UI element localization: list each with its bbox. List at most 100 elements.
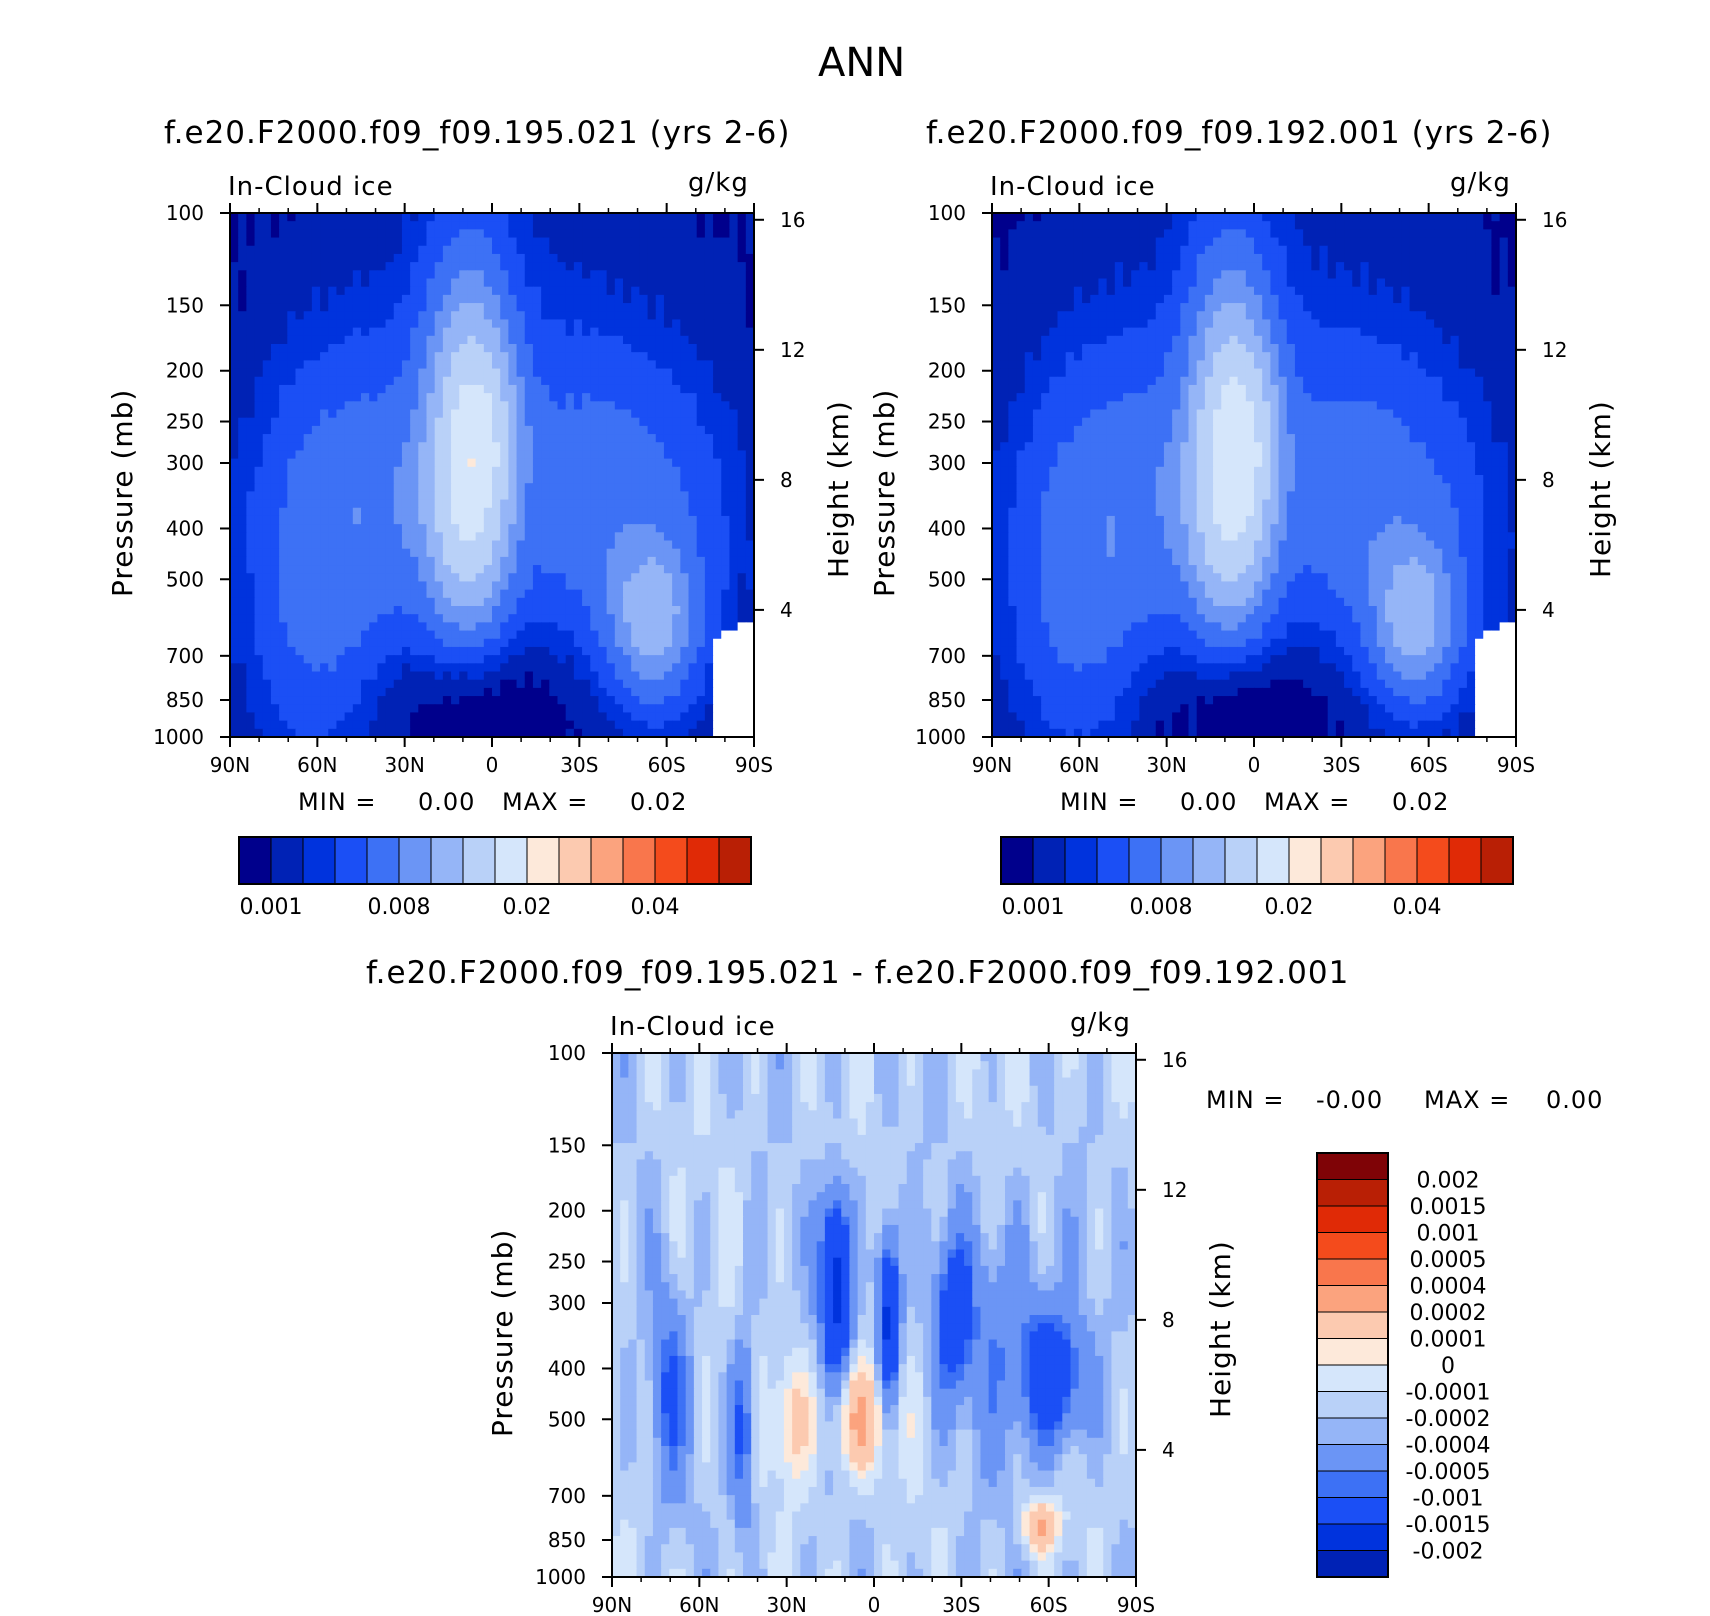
field-cell xyxy=(238,401,247,411)
field-cell xyxy=(737,532,747,542)
field-cell xyxy=(729,515,739,525)
field-cell xyxy=(492,646,501,656)
field-cell xyxy=(1106,286,1116,296)
field-cell xyxy=(442,303,452,312)
field-cell xyxy=(262,646,272,656)
field-cell xyxy=(647,393,657,402)
field-cell xyxy=(401,335,411,345)
field-cell xyxy=(557,327,567,337)
field-cell xyxy=(352,376,362,386)
field-cell xyxy=(992,221,1001,230)
field-cell xyxy=(582,303,591,312)
field-cell xyxy=(328,458,338,468)
field-cell xyxy=(385,556,395,566)
field-cell xyxy=(598,360,608,370)
field-cell xyxy=(1475,286,1484,296)
field-cell xyxy=(524,712,534,722)
field-cell xyxy=(721,409,731,419)
field-cell xyxy=(704,442,714,452)
field-cell xyxy=(672,556,681,566)
field-cell xyxy=(508,499,518,509)
field-cell xyxy=(721,663,731,673)
field-cell xyxy=(434,368,444,378)
field-cell xyxy=(352,581,362,591)
field-cell xyxy=(737,368,747,378)
field-cell xyxy=(590,556,600,566)
field-cell xyxy=(262,483,272,492)
field-cell xyxy=(287,376,297,386)
field-cell xyxy=(1204,262,1214,271)
field-cell xyxy=(557,483,567,492)
field-cell xyxy=(500,556,509,566)
field-cell xyxy=(1385,270,1394,280)
field-cell xyxy=(532,376,542,386)
field-cell xyxy=(459,728,469,738)
field-cell xyxy=(451,687,460,697)
field-cell xyxy=(230,515,239,525)
field-cell xyxy=(655,425,665,435)
field-cell xyxy=(590,515,600,525)
field-cell xyxy=(270,245,280,255)
field-cell xyxy=(442,589,452,599)
field-cell xyxy=(336,450,346,460)
field-cell xyxy=(393,253,403,263)
field-cell xyxy=(721,213,731,222)
field-cell xyxy=(295,671,305,681)
field-cell xyxy=(434,311,444,321)
field-cell xyxy=(1065,229,1075,239)
field-cell xyxy=(336,696,346,705)
field-cell xyxy=(344,712,354,722)
field-cell xyxy=(688,663,698,673)
field-cell xyxy=(639,344,649,353)
field-cell xyxy=(279,679,288,689)
field-cell xyxy=(663,278,673,288)
field-cell xyxy=(303,376,313,386)
field-cell xyxy=(549,229,559,239)
field-cell xyxy=(557,450,567,460)
field-cell xyxy=(1221,237,1231,247)
field-cell xyxy=(573,221,583,230)
field-cell xyxy=(532,434,542,443)
field-cell xyxy=(426,597,436,607)
field-cell xyxy=(557,384,567,394)
field-cell xyxy=(1417,221,1427,230)
field-cell xyxy=(557,687,567,697)
field-cell xyxy=(238,565,247,574)
field-cell xyxy=(262,393,272,402)
field-cell xyxy=(663,458,673,468)
field-cell xyxy=(549,344,559,353)
field-cell xyxy=(1483,270,1493,280)
field-cell xyxy=(1311,262,1321,271)
field-cell xyxy=(467,434,477,443)
field-cell xyxy=(1123,278,1132,288)
field-cell xyxy=(680,286,690,296)
field-cell xyxy=(745,614,755,623)
field-cell xyxy=(1237,229,1247,239)
field-cell xyxy=(475,253,485,263)
field-cell xyxy=(582,565,591,574)
field-cell xyxy=(696,352,706,361)
field-cell xyxy=(1016,262,1026,271)
field-cell xyxy=(582,573,591,583)
field-cell xyxy=(1401,286,1411,296)
field-cell xyxy=(352,540,362,550)
field-cell xyxy=(270,393,280,402)
field-cell xyxy=(663,728,673,738)
field-cell xyxy=(303,712,313,722)
field-cell xyxy=(475,286,485,296)
field-cell xyxy=(270,458,280,468)
field-cell xyxy=(328,548,338,558)
field-cell xyxy=(287,458,297,468)
field-cell xyxy=(230,221,239,230)
field-cell xyxy=(663,286,673,296)
field-cell xyxy=(516,253,526,263)
field-cell xyxy=(238,360,247,370)
field-cell xyxy=(1204,237,1214,247)
field-cell xyxy=(647,491,657,501)
field-cell xyxy=(721,401,731,411)
field-cell xyxy=(1237,270,1247,280)
field-cell xyxy=(623,515,632,525)
field-cell xyxy=(442,728,452,738)
field-cell xyxy=(1401,303,1411,312)
field-cell xyxy=(729,565,739,574)
